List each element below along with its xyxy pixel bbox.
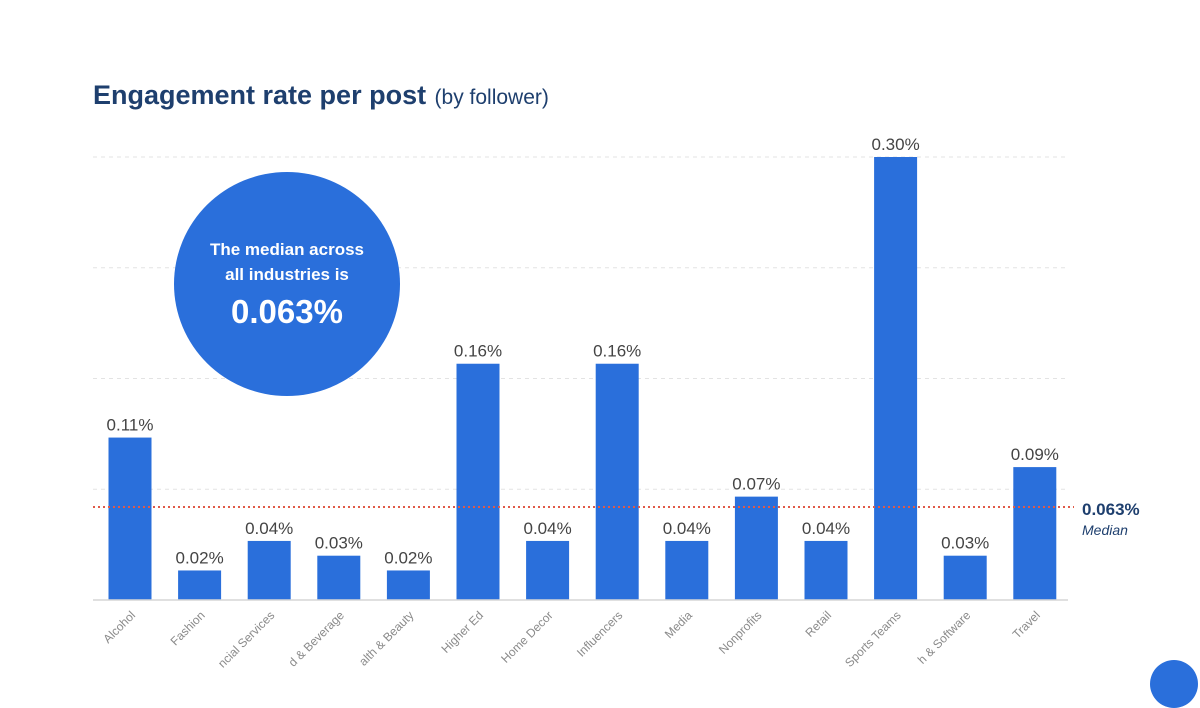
bar-8 [595, 363, 639, 600]
category-label-10: Nonprofits [716, 608, 765, 657]
category-label-9: Media [662, 608, 695, 641]
median-callout-circle: The median across all industries is 0.06… [174, 172, 400, 396]
bar-7 [526, 540, 570, 600]
median-value-label: 0.063% [1082, 500, 1140, 519]
bar-5 [386, 570, 430, 600]
category-label-1: Alcohol [100, 608, 138, 646]
value-label-8: 0.16% [593, 342, 641, 361]
category-label-12: Sports Teams [842, 608, 904, 670]
value-label-9: 0.04% [663, 519, 711, 538]
value-label-4: 0.03% [315, 534, 363, 553]
callout-line-1: The median across [209, 240, 364, 259]
bar-3 [247, 540, 291, 600]
chart-title-block: Engagement rate per post (by follower) [93, 80, 549, 111]
value-label-6: 0.16% [454, 342, 502, 361]
bar-4 [317, 555, 361, 600]
value-label-5: 0.02% [384, 548, 432, 567]
chart-subtitle: (by follower) [434, 86, 549, 109]
value-label-13: 0.03% [941, 534, 989, 553]
value-label-14: 0.09% [1011, 445, 1059, 464]
median-caption: Median [1082, 522, 1128, 538]
bar-9 [665, 540, 709, 600]
bar-14 [1013, 467, 1057, 600]
corner-badge-icon [1150, 660, 1198, 708]
bar-12 [874, 157, 918, 600]
category-label-2: Fashion [168, 608, 208, 648]
bar-2 [178, 570, 222, 600]
bar-6 [456, 363, 500, 600]
category-label-6: Higher Ed [438, 608, 486, 656]
category-label-13: h & Software [915, 608, 974, 667]
value-label-12: 0.30% [871, 135, 919, 154]
category-label-5: alth & Beauty [356, 608, 416, 668]
bar-13 [943, 555, 987, 600]
bar-chart: 0.11% Alcohol 0.02% Fashion 0.04% ncial Servi… [93, 135, 1074, 670]
category-label-3: ncial Services [215, 608, 277, 670]
value-label-7: 0.04% [523, 519, 571, 538]
callout-line-2: all industries is [225, 265, 349, 284]
bar-11 [804, 540, 848, 600]
category-label-4: d & Beverage [286, 608, 348, 670]
category-label-7: Home Decor [498, 608, 556, 666]
value-label-3: 0.04% [245, 519, 293, 538]
value-label-2: 0.02% [175, 548, 223, 567]
chart-title: Engagement rate per post [93, 80, 427, 110]
value-label-11: 0.04% [802, 519, 850, 538]
category-label-11: Retail [803, 608, 835, 640]
median-tag: 0.063% Median [1082, 500, 1158, 538]
category-label-8: Influencers [574, 608, 625, 659]
category-label-14: Travel [1010, 608, 1043, 641]
value-label-10: 0.07% [732, 475, 780, 494]
callout-median-value: 0.063% [231, 293, 343, 330]
bar-10 [734, 496, 778, 600]
bar-1 [108, 437, 152, 600]
value-label-1: 0.11% [107, 416, 154, 435]
